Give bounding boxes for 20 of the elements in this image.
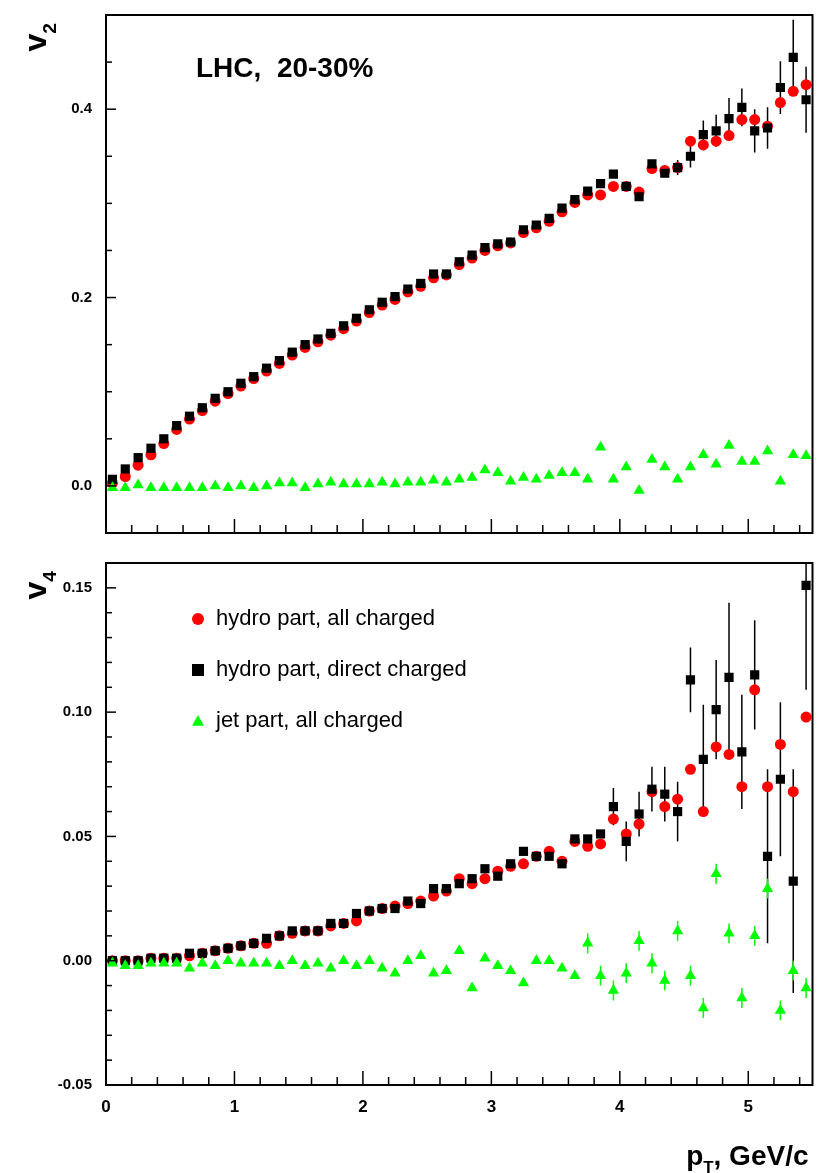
y-tick-label: 0.15	[62, 578, 92, 595]
y-tick-label: 0.0	[71, 476, 92, 494]
x-tick-label: 0	[101, 1096, 111, 1116]
legend-label: jet part, all charged	[215, 707, 404, 733]
annotation: LHC, 20-30%	[196, 52, 374, 83]
y-tick-label: 0.00	[62, 950, 92, 968]
x-tick-label: 5	[743, 1096, 754, 1116]
y-tick-label: 0.05	[62, 826, 92, 844]
x-tick-label: 2	[358, 1096, 368, 1116]
y-tick-label: 0.4	[71, 99, 93, 117]
y-axis-title: v4	[17, 570, 60, 600]
y-tick-label: 0.10	[62, 702, 92, 720]
x-tick-label: 4	[615, 1096, 626, 1116]
legend-label: hydro part, all charged	[216, 605, 435, 631]
x-tick-label: 3	[486, 1096, 497, 1116]
y-axis-title: v2	[17, 23, 60, 52]
y-tick-label: -0.05	[57, 1075, 92, 1093]
legend-label: hydro part, direct charged	[216, 656, 467, 682]
y-tick-label: 0.2	[71, 287, 92, 305]
x-tick-label: 1	[229, 1096, 240, 1116]
